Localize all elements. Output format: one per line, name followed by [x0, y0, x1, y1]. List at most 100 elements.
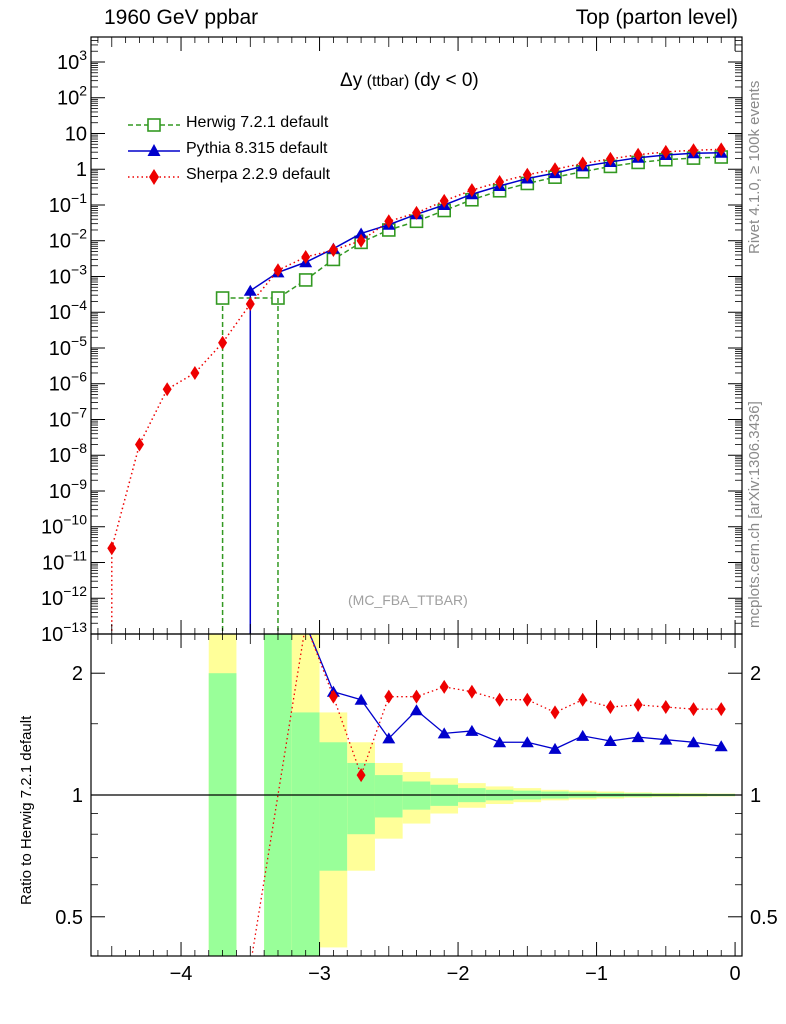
series-2-point-17 [578, 156, 588, 171]
tick-base: 10 [49, 195, 71, 217]
legend-label-sherpa: Sherpa 2.2.9 default [186, 166, 331, 183]
series-2-point-6 [273, 263, 283, 278]
main-ytick-label-13: 10−10 [41, 512, 87, 539]
ratio-0-point-3 [410, 704, 423, 716]
main-ytick-label-16: 10−13 [41, 619, 87, 646]
main-ytick-label-8: 10−5 [49, 333, 87, 360]
series-2-point-22 [716, 142, 726, 157]
ratio-ytick-label-0: 2 [72, 663, 83, 685]
series-2-point-11 [412, 205, 421, 220]
tick-exp: −3 [71, 261, 87, 277]
tick-exp: −4 [71, 297, 87, 313]
ratio-1-point-2 [384, 689, 394, 704]
tick-base: 10 [57, 88, 79, 110]
tick-base: 10 [49, 481, 71, 503]
main-ytick-label-1: 102 [57, 83, 87, 110]
ratio-ytick-label-1: 1 [72, 785, 83, 807]
axes: 10310210110−110−210−310−410−510−610−710−… [41, 36, 778, 985]
tick-exp: −10 [63, 512, 87, 528]
ratio-1-point-10 [605, 700, 615, 715]
ratio-1-point-0 [328, 689, 338, 704]
ratio-1-point-3 [412, 689, 421, 704]
series-2-point-21 [689, 143, 699, 158]
series-2-point-4 [218, 335, 228, 350]
xtick-label-3: −1 [585, 963, 608, 985]
main-ytick-label-4: 10−1 [49, 190, 87, 217]
tick-exp: 3 [79, 47, 87, 63]
ratio-band-inner-6 [374, 775, 403, 818]
ratio-1-point-11 [633, 697, 643, 712]
ratio-panel [91, 634, 742, 956]
tick-base: 10 [41, 624, 63, 646]
title-small: (ttbar) [362, 73, 414, 90]
tick-base: 10 [41, 588, 63, 610]
ratio-ytick-label-2: 0.5 [55, 907, 83, 929]
tick-base: 10 [49, 374, 71, 396]
collider-label: 1960 GeV ppbar [104, 6, 259, 29]
plot-title: Δy (ttbar) (dy < 0) [340, 70, 479, 92]
tick-base: 10 [57, 52, 79, 74]
title-rest: (dy < 0) [413, 70, 479, 91]
series-2-point-13 [467, 183, 477, 198]
tick-exp: −7 [71, 404, 87, 420]
ratio-1-point-4 [439, 679, 449, 694]
ratio-1-point-6 [495, 692, 505, 707]
main-ytick-label-7: 10−4 [49, 297, 87, 324]
series-2-point-14 [495, 174, 505, 189]
ratio-ytick-label-r-2: 0.5 [750, 907, 778, 929]
tick-exp: −13 [63, 619, 87, 635]
analysis-id: (MC_FBA_TTBAR) [348, 592, 468, 608]
xtick-label-4: 0 [730, 963, 741, 985]
series-2-point-7 [301, 250, 311, 265]
series-1-point-0 [243, 284, 257, 296]
ratio-1-point-5 [467, 684, 477, 699]
tick-base: 10 [42, 552, 64, 574]
series-2-point-9 [356, 233, 366, 248]
ratio-1-point-12 [661, 700, 671, 715]
ratio-0-point-5 [465, 724, 479, 736]
series-2-point-18 [605, 151, 615, 166]
ratio-1-point-8 [550, 705, 560, 720]
tick-exp: −12 [63, 583, 87, 599]
ratio-band-inner-4 [319, 742, 348, 871]
legend-swatch-sherpa [128, 169, 180, 185]
series-1-point-4 [354, 227, 368, 239]
tick-exp: −11 [64, 547, 87, 563]
tick-base: 10 [49, 302, 71, 324]
ratio-0-point-11 [631, 731, 645, 743]
series-2-point-10 [384, 214, 394, 229]
main-ytick-label-15: 10−12 [41, 583, 87, 610]
ratio-0-point-14 [714, 740, 728, 752]
ratio-1-point-14 [716, 702, 726, 717]
ratio-0-point-6 [493, 736, 507, 748]
main-ytick-label-6: 10−3 [49, 261, 87, 288]
series-2-point-3 [190, 365, 200, 380]
main-ytick-label-9: 10−6 [49, 369, 87, 396]
series-0-point-0 [215, 291, 230, 305]
series-2-point-20 [661, 144, 671, 159]
main-ytick-label-2: 10 [65, 123, 87, 145]
tick-exp: −2 [71, 226, 87, 242]
ratio-1-point-7 [522, 692, 532, 707]
tick-base: 10 [49, 409, 71, 431]
ratio-ytick-label-r-0: 2 [750, 663, 761, 685]
tick-base: 10 [49, 338, 71, 360]
ratio-0-point-2 [382, 732, 396, 744]
main-ytick-label-10: 10−7 [49, 404, 87, 431]
series-2-point-12 [439, 193, 449, 208]
ratio-0-point-12 [659, 733, 673, 745]
main-ytick-label-14: 10−11 [42, 547, 87, 574]
tick-base: 10 [49, 231, 71, 253]
series-2-point-15 [522, 167, 532, 182]
ratio-0-point-8 [548, 742, 562, 754]
ratio-0-point-10 [603, 734, 617, 746]
ratio-line-0 [309, 634, 722, 750]
xtick-label-2: −2 [447, 963, 470, 985]
legend-label-pythia: Pythia 8.315 default [186, 140, 328, 157]
series-2-point-0 [107, 541, 117, 556]
main-ytick-label-12: 10−9 [49, 476, 87, 503]
series-2-point-16 [550, 162, 560, 177]
series-2-point-19 [633, 147, 643, 162]
tick-exp: −6 [71, 369, 87, 385]
